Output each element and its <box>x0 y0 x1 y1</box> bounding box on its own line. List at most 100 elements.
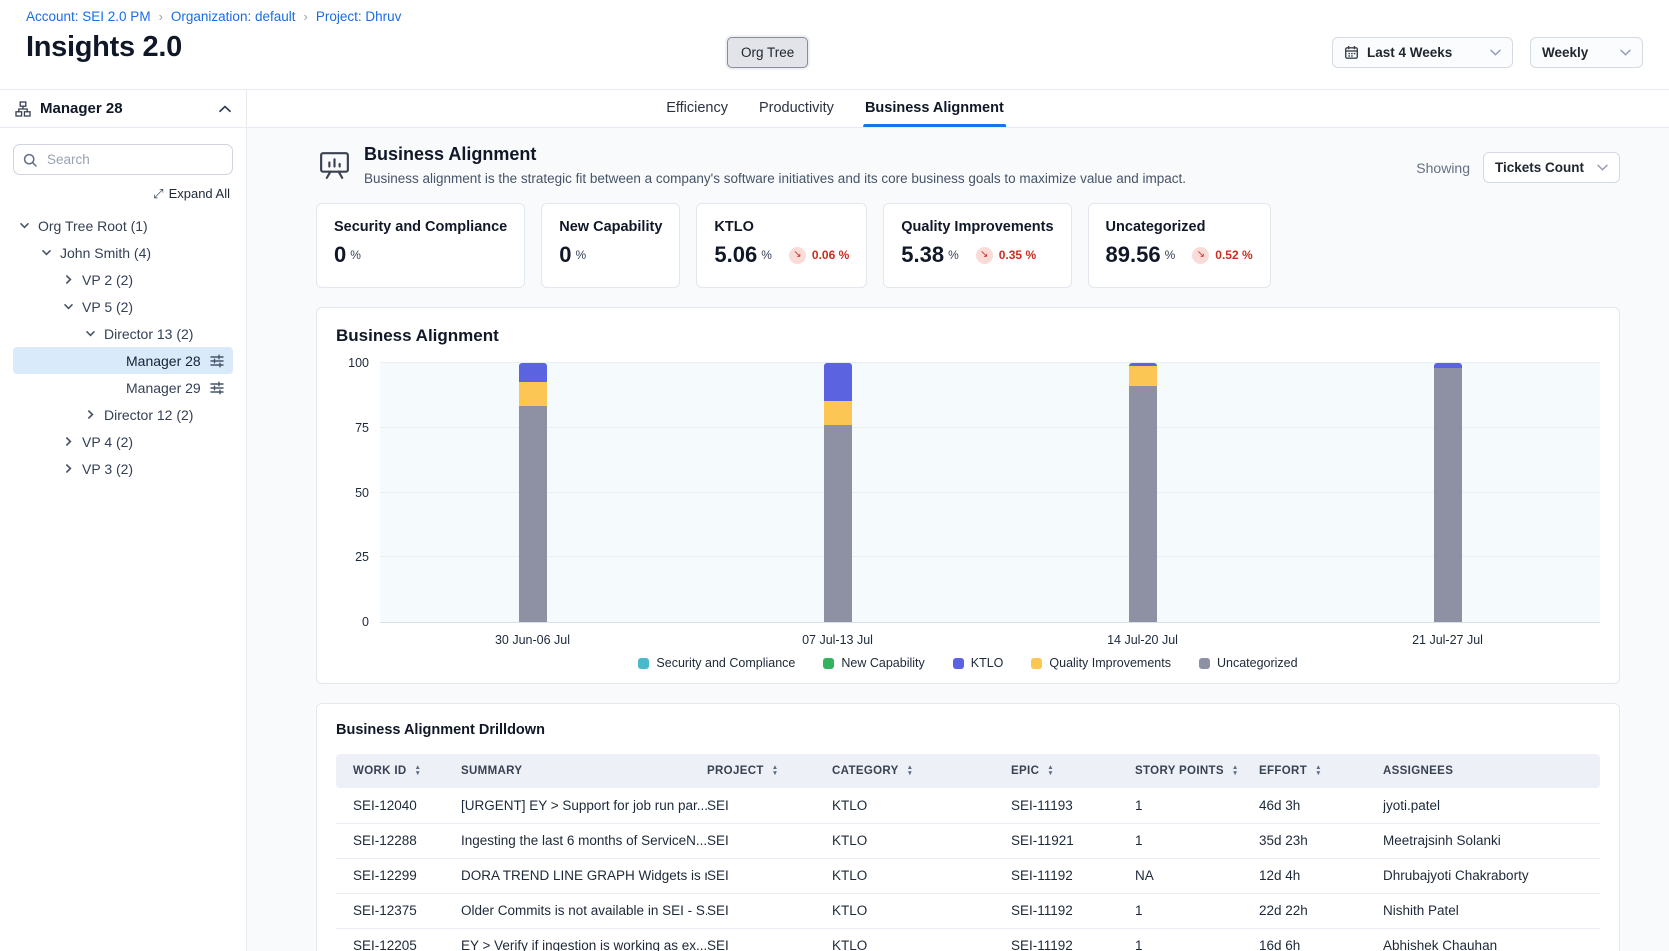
table-cell-effort: 16d 6h <box>1259 928 1383 951</box>
gridline <box>380 492 1600 493</box>
date-range-select[interactable]: Last 4 Weeks <box>1332 37 1513 68</box>
metric-unit: % <box>350 248 361 262</box>
tab-business-alignment[interactable]: Business Alignment <box>863 100 1006 127</box>
tree-item-manager-29[interactable]: Manager 29 <box>13 374 233 401</box>
chevron-right-icon[interactable] <box>61 463 75 474</box>
chevron-right-icon[interactable] <box>61 274 75 285</box>
table-row[interactable]: SEI-12299DORA TREND LINE GRAPH Widgets i… <box>336 858 1600 893</box>
table-cell-work-id: SEI-12040 <box>336 788 461 823</box>
sort-icon[interactable]: ▲▼ <box>907 765 914 776</box>
chevron-down-icon[interactable] <box>61 301 75 312</box>
stacked-bar-21-jul-27-jul[interactable] <box>1434 363 1462 622</box>
stacked-bar-30-jun-06-jul[interactable] <box>519 363 547 622</box>
column-header-summary: SUMMARY <box>461 754 707 788</box>
column-header-label: CATEGORY <box>832 765 899 777</box>
column-header-label: EFFORT <box>1259 765 1307 777</box>
granularity-select[interactable]: Weekly <box>1530 37 1643 68</box>
metric-value: 0 <box>334 244 346 266</box>
main-content: Business Alignment Business alignment is… <box>247 128 1669 951</box>
metric-card-new-capability: New Capability0% <box>541 203 680 288</box>
legend-label: KTLO <box>971 656 1004 670</box>
tree-item-manager-28[interactable]: Manager 28 <box>13 347 233 374</box>
stacked-bar-07-jul-13-jul[interactable] <box>824 363 852 622</box>
drilldown-table: WORK ID▲▼SUMMARYPROJECT▲▼CATEGORY▲▼EPIC▲… <box>336 754 1600 951</box>
column-header-work-id[interactable]: WORK ID▲▼ <box>336 754 461 788</box>
column-header-story-points[interactable]: STORY POINTS ▲▼ <box>1135 754 1259 788</box>
metric-card-ktlo: KTLO5.06%↘0.06 % <box>696 203 867 288</box>
sidebar-search <box>13 144 233 175</box>
tree-item-vp-2-2[interactable]: VP 2 (2) <box>13 266 233 293</box>
metric-value: 5.38 <box>901 244 944 266</box>
gridline <box>380 362 1600 363</box>
column-header-inner: EFFORT ▲▼ <box>1259 765 1375 777</box>
tree-item-director-13-2[interactable]: Director 13 (2) <box>13 320 233 347</box>
tree-item-john-smith-4[interactable]: John Smith (4) <box>13 239 233 266</box>
tree-item-org-tree-root-1[interactable]: Org Tree Root (1) <box>13 212 233 239</box>
metric-delta-value: 0.35 % <box>999 248 1036 262</box>
chevron-up-icon[interactable] <box>219 105 231 113</box>
granularity-value: Weekly <box>1542 45 1612 60</box>
tree-item-label: VP 3 (2) <box>82 461 225 477</box>
column-header-inner: CATEGORY ▲▼ <box>832 765 1003 777</box>
table-cell-story-points: 1 <box>1135 893 1259 928</box>
sliders-icon[interactable] <box>209 380 225 396</box>
table-cell-summary: [URGENT] EY > Support for job run par... <box>461 788 707 823</box>
org-tree-button[interactable]: Org Tree <box>727 37 808 68</box>
sort-icon[interactable]: ▲▼ <box>772 765 779 776</box>
stacked-bar-14-jul-20-jul[interactable] <box>1129 363 1157 622</box>
chevron-down-icon[interactable] <box>39 247 53 258</box>
metric-card-value-row: 0% <box>559 244 662 266</box>
table-cell-epic: SEI-11192 <box>1011 893 1135 928</box>
chevron-right-icon[interactable] <box>61 436 75 447</box>
tree-item-director-12-2[interactable]: Director 12 (2) <box>13 401 233 428</box>
metric-delta: ↘0.06 % <box>789 247 849 264</box>
bar-segment-ktlo <box>824 363 852 401</box>
drilldown-title: Business Alignment Drilldown <box>336 722 1600 738</box>
table-row[interactable]: SEI-12375Older Commits is not available … <box>336 893 1600 928</box>
chevron-down-icon[interactable] <box>17 220 31 231</box>
tree-item-vp-5-2[interactable]: VP 5 (2) <box>13 293 233 320</box>
tree-item-label: VP 5 (2) <box>82 299 225 315</box>
breadcrumb-link-project[interactable]: Project: Dhruv <box>316 9 402 24</box>
sort-icon[interactable]: ▲▼ <box>415 765 422 776</box>
column-header-epic[interactable]: EPIC▲▼ <box>1011 754 1135 788</box>
search-input[interactable] <box>45 151 223 168</box>
breadcrumb-link-account[interactable]: Account: SEI 2.0 PM <box>26 9 151 24</box>
legend-swatch <box>1031 658 1042 669</box>
chart-x-axis: 30 Jun-06 Jul07 Jul-13 Jul14 Jul-20 Jul2… <box>380 623 1600 649</box>
table-row[interactable]: SEI-12205EY > Verify if ingestion is wor… <box>336 928 1600 951</box>
table-row[interactable]: SEI-12040[URGENT] EY > Support for job r… <box>336 788 1600 823</box>
chevron-right-icon[interactable] <box>83 409 97 420</box>
column-header-inner: STORY POINTS ▲▼ <box>1135 765 1251 777</box>
metric-card-title: Uncategorized <box>1106 219 1253 235</box>
tree-item-vp-4-2[interactable]: VP 4 (2) <box>13 428 233 455</box>
column-header-category[interactable]: CATEGORY ▲▼ <box>832 754 1011 788</box>
legend-swatch <box>953 658 964 669</box>
column-header-label: STORY POINTS <box>1135 765 1224 777</box>
table-cell-epic: SEI-11193 <box>1011 788 1135 823</box>
tab-productivity[interactable]: Productivity <box>757 100 836 127</box>
column-header-project[interactable]: PROJECT▲▼ <box>707 754 832 788</box>
chevron-down-icon[interactable] <box>83 328 97 339</box>
column-header-effort[interactable]: EFFORT ▲▼ <box>1259 754 1383 788</box>
showing-select[interactable]: Tickets Count <box>1483 152 1620 183</box>
sort-icon[interactable]: ▲▼ <box>1315 765 1322 776</box>
tab-bar: Efficiency Productivity Business Alignment <box>247 90 1669 128</box>
chart-card: Business Alignment 0255075100 30 Jun-06 … <box>316 307 1620 684</box>
metric-delta: ↘0.52 % <box>1192 247 1252 264</box>
chevron-down-icon <box>1597 164 1608 171</box>
tab-efficiency[interactable]: Efficiency <box>664 100 730 127</box>
tree-item-vp-3-2[interactable]: VP 3 (2) <box>13 455 233 482</box>
bar-segment-uncategorized <box>519 406 547 622</box>
sort-icon[interactable]: ▲▼ <box>1047 765 1054 776</box>
expand-all-button[interactable]: ⤢ Expand All <box>16 186 230 201</box>
sliders-icon[interactable] <box>209 353 225 369</box>
metric-cards-row: Security and Compliance0%New Capability0… <box>316 203 1620 288</box>
y-axis-tick-label: 50 <box>355 486 369 500</box>
breadcrumb-link-organization[interactable]: Organization: default <box>171 9 296 24</box>
sort-icon[interactable]: ▲▼ <box>1232 765 1239 776</box>
gridline <box>380 556 1600 557</box>
metric-card-value-row: 89.56%↘0.52 % <box>1106 244 1253 266</box>
bar-segment-ktlo <box>519 363 547 382</box>
table-row[interactable]: SEI-12288Ingesting the last 6 months of … <box>336 823 1600 858</box>
